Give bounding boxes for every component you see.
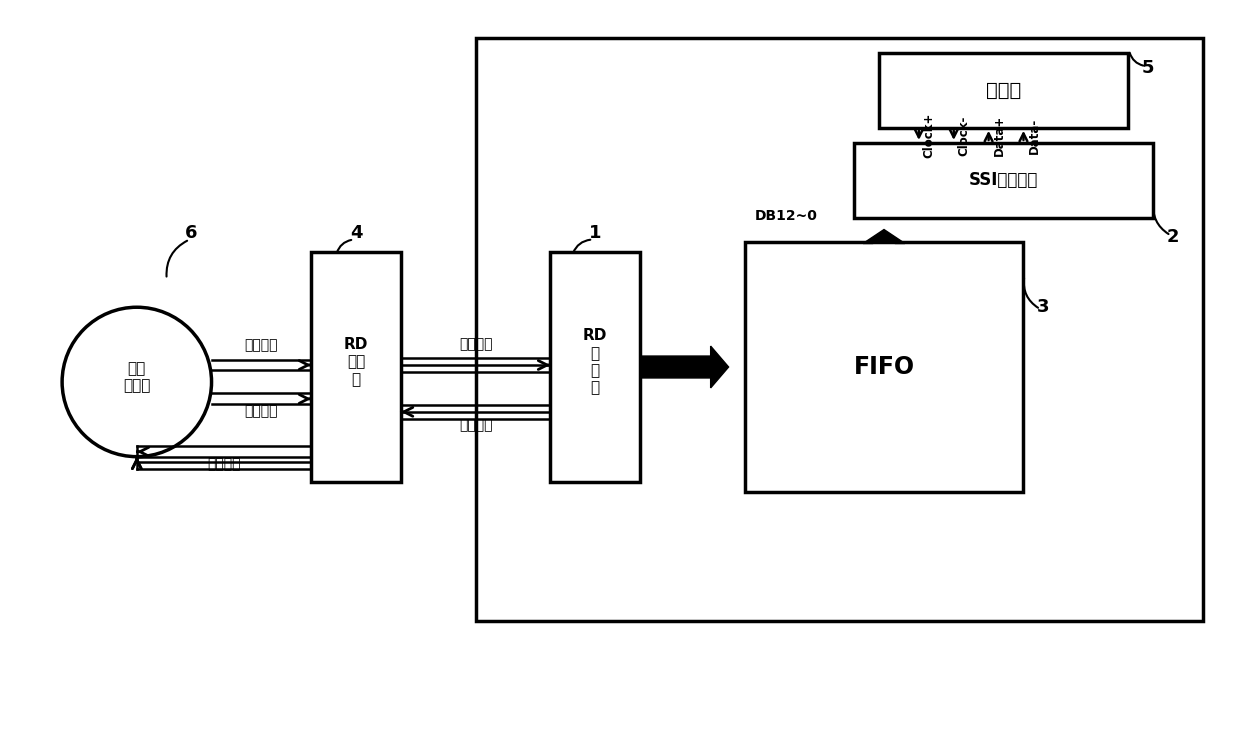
Text: 励磁信号: 励磁信号: [207, 458, 240, 472]
Text: 正弦信号: 正弦信号: [244, 338, 278, 352]
Text: 6: 6: [186, 223, 198, 242]
Text: RD
解码
器: RD 解码 器: [343, 337, 368, 387]
Text: 旋转
变压器: 旋转 变压器: [123, 361, 150, 393]
Text: Data+: Data+: [992, 115, 1006, 156]
Text: 上位机: 上位机: [986, 81, 1021, 100]
Text: DB12~0: DB12~0: [755, 209, 818, 223]
Bar: [550, 253, 639, 481]
Text: 4: 4: [349, 223, 362, 242]
Bar: [476, 38, 1203, 621]
Text: 数据总线: 数据总线: [458, 337, 492, 351]
Circle shape: [62, 307, 212, 457]
Text: SSI通讯接口: SSI通讯接口: [969, 171, 1038, 189]
Text: Data-: Data-: [1027, 117, 1041, 153]
Text: FIFO: FIFO: [854, 355, 914, 379]
Text: Clock-: Clock-: [958, 115, 970, 156]
Bar: [854, 143, 1154, 217]
FancyArrow shape: [642, 346, 729, 388]
Text: RD
控
制
器: RD 控 制 器: [582, 329, 607, 396]
Text: 5: 5: [1142, 59, 1155, 77]
FancyArrow shape: [864, 229, 904, 243]
Text: 1: 1: [589, 223, 601, 242]
Text: 3: 3: [1037, 298, 1049, 316]
Text: Clock+: Clock+: [923, 113, 935, 158]
Bar: [311, 253, 401, 481]
Bar: [745, 242, 1023, 492]
Text: 余弦信号: 余弦信号: [244, 404, 278, 418]
Bar: [878, 53, 1127, 128]
Text: 2: 2: [1167, 228, 1180, 246]
Text: 控制总线: 控制总线: [458, 418, 492, 432]
